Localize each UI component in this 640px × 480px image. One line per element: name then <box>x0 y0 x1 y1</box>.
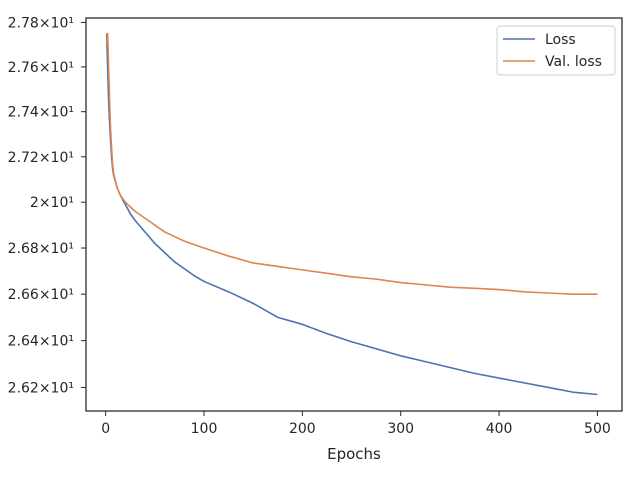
y-tick-label: 2.64×10¹ <box>8 334 74 350</box>
legend-label-val-loss: Val. loss <box>545 54 602 70</box>
x-tick-label: 500 <box>584 421 611 437</box>
x-tick-label: 400 <box>486 421 513 437</box>
y-tick-label: 2.66×10¹ <box>8 287 74 303</box>
y-tick-label: 2.72×10¹ <box>8 150 74 166</box>
x-tick-label: 200 <box>289 421 316 437</box>
legend-label-loss: Loss <box>545 32 576 48</box>
y-tick-label: 2×10¹ <box>30 195 74 211</box>
y-axis-ticks: 2.62×10¹ 2.64×10¹ 2.66×10¹ 2.68×10¹ 2×10¹ 2.7… <box>8 15 86 396</box>
series-line-val-loss <box>105 32 598 295</box>
y-tick-label: 2.76×10¹ <box>8 60 74 76</box>
x-axis-ticks: 0 100 200 300 400 500 <box>101 411 611 437</box>
x-tick-label: 300 <box>387 421 414 437</box>
x-tick-label: 0 <box>101 421 110 437</box>
series-group <box>105 32 598 396</box>
plot-frame <box>85 17 623 412</box>
y-tick-label: 2.62×10¹ <box>8 380 74 396</box>
plot-area <box>86 18 622 411</box>
y-tick-label: 2.74×10¹ <box>8 105 74 121</box>
y-tick-label: 2.68×10¹ <box>8 241 74 257</box>
legend: Loss Val. loss <box>496 25 616 76</box>
y-tick-label: 2.78×10¹ <box>8 15 74 31</box>
x-axis-label: Epochs <box>327 445 381 463</box>
x-tick-label: 100 <box>191 421 218 437</box>
